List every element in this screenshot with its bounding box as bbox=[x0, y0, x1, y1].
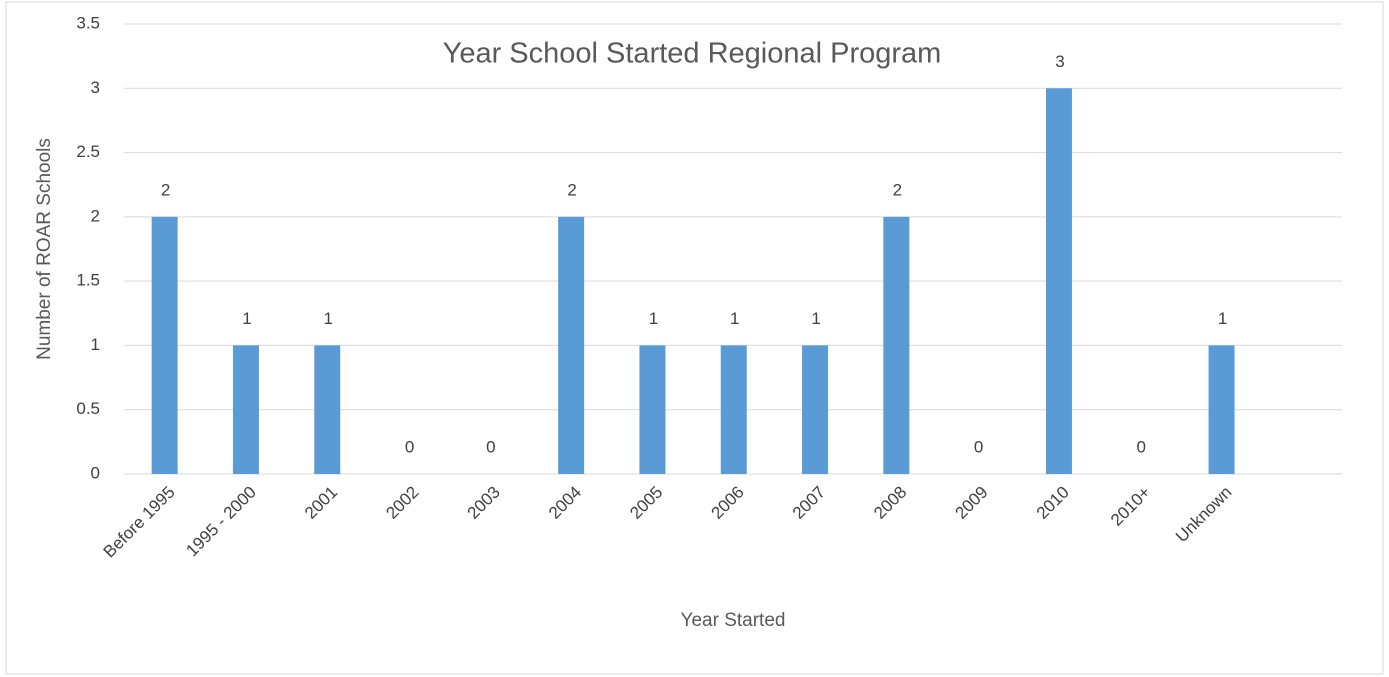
data-label: 2 bbox=[567, 180, 576, 199]
y-tick-label: 3 bbox=[91, 78, 100, 97]
data-label: 0 bbox=[486, 437, 495, 456]
bar bbox=[232, 345, 259, 474]
y-tick-label: 1.5 bbox=[76, 271, 100, 290]
data-label: 0 bbox=[1137, 437, 1146, 456]
y-tick-label: 1 bbox=[91, 335, 100, 354]
data-label: 1 bbox=[1218, 309, 1227, 328]
data-label: 2 bbox=[893, 180, 902, 199]
bar bbox=[720, 345, 747, 474]
data-label: 0 bbox=[974, 437, 983, 456]
bar bbox=[639, 345, 666, 474]
data-label: 1 bbox=[649, 309, 658, 328]
data-label: 1 bbox=[811, 309, 820, 328]
data-label: 0 bbox=[405, 437, 414, 456]
y-tick-label: 0.5 bbox=[76, 399, 100, 418]
bar bbox=[558, 216, 585, 474]
y-axis-title: Number of ROAR Schools bbox=[34, 138, 55, 360]
chart-border bbox=[5, 1, 1384, 675]
chart-title: Year School Started Regional Program bbox=[443, 38, 942, 70]
x-axis-title: Year Started bbox=[681, 610, 786, 631]
bar bbox=[1045, 88, 1072, 475]
y-tick-label: 2.5 bbox=[76, 142, 100, 161]
bar bbox=[314, 345, 341, 474]
data-label: 1 bbox=[730, 309, 739, 328]
bar bbox=[802, 345, 829, 474]
bar bbox=[883, 216, 910, 474]
data-label: 1 bbox=[242, 309, 251, 328]
data-label: 2 bbox=[161, 180, 170, 199]
data-label: 1 bbox=[324, 309, 333, 328]
y-tick-label: 3.5 bbox=[76, 13, 100, 32]
y-tick-label: 0 bbox=[91, 463, 100, 482]
data-label: 3 bbox=[1055, 52, 1064, 71]
y-tick-label: 2 bbox=[91, 206, 100, 225]
bar bbox=[151, 216, 178, 474]
bar bbox=[1208, 345, 1235, 474]
